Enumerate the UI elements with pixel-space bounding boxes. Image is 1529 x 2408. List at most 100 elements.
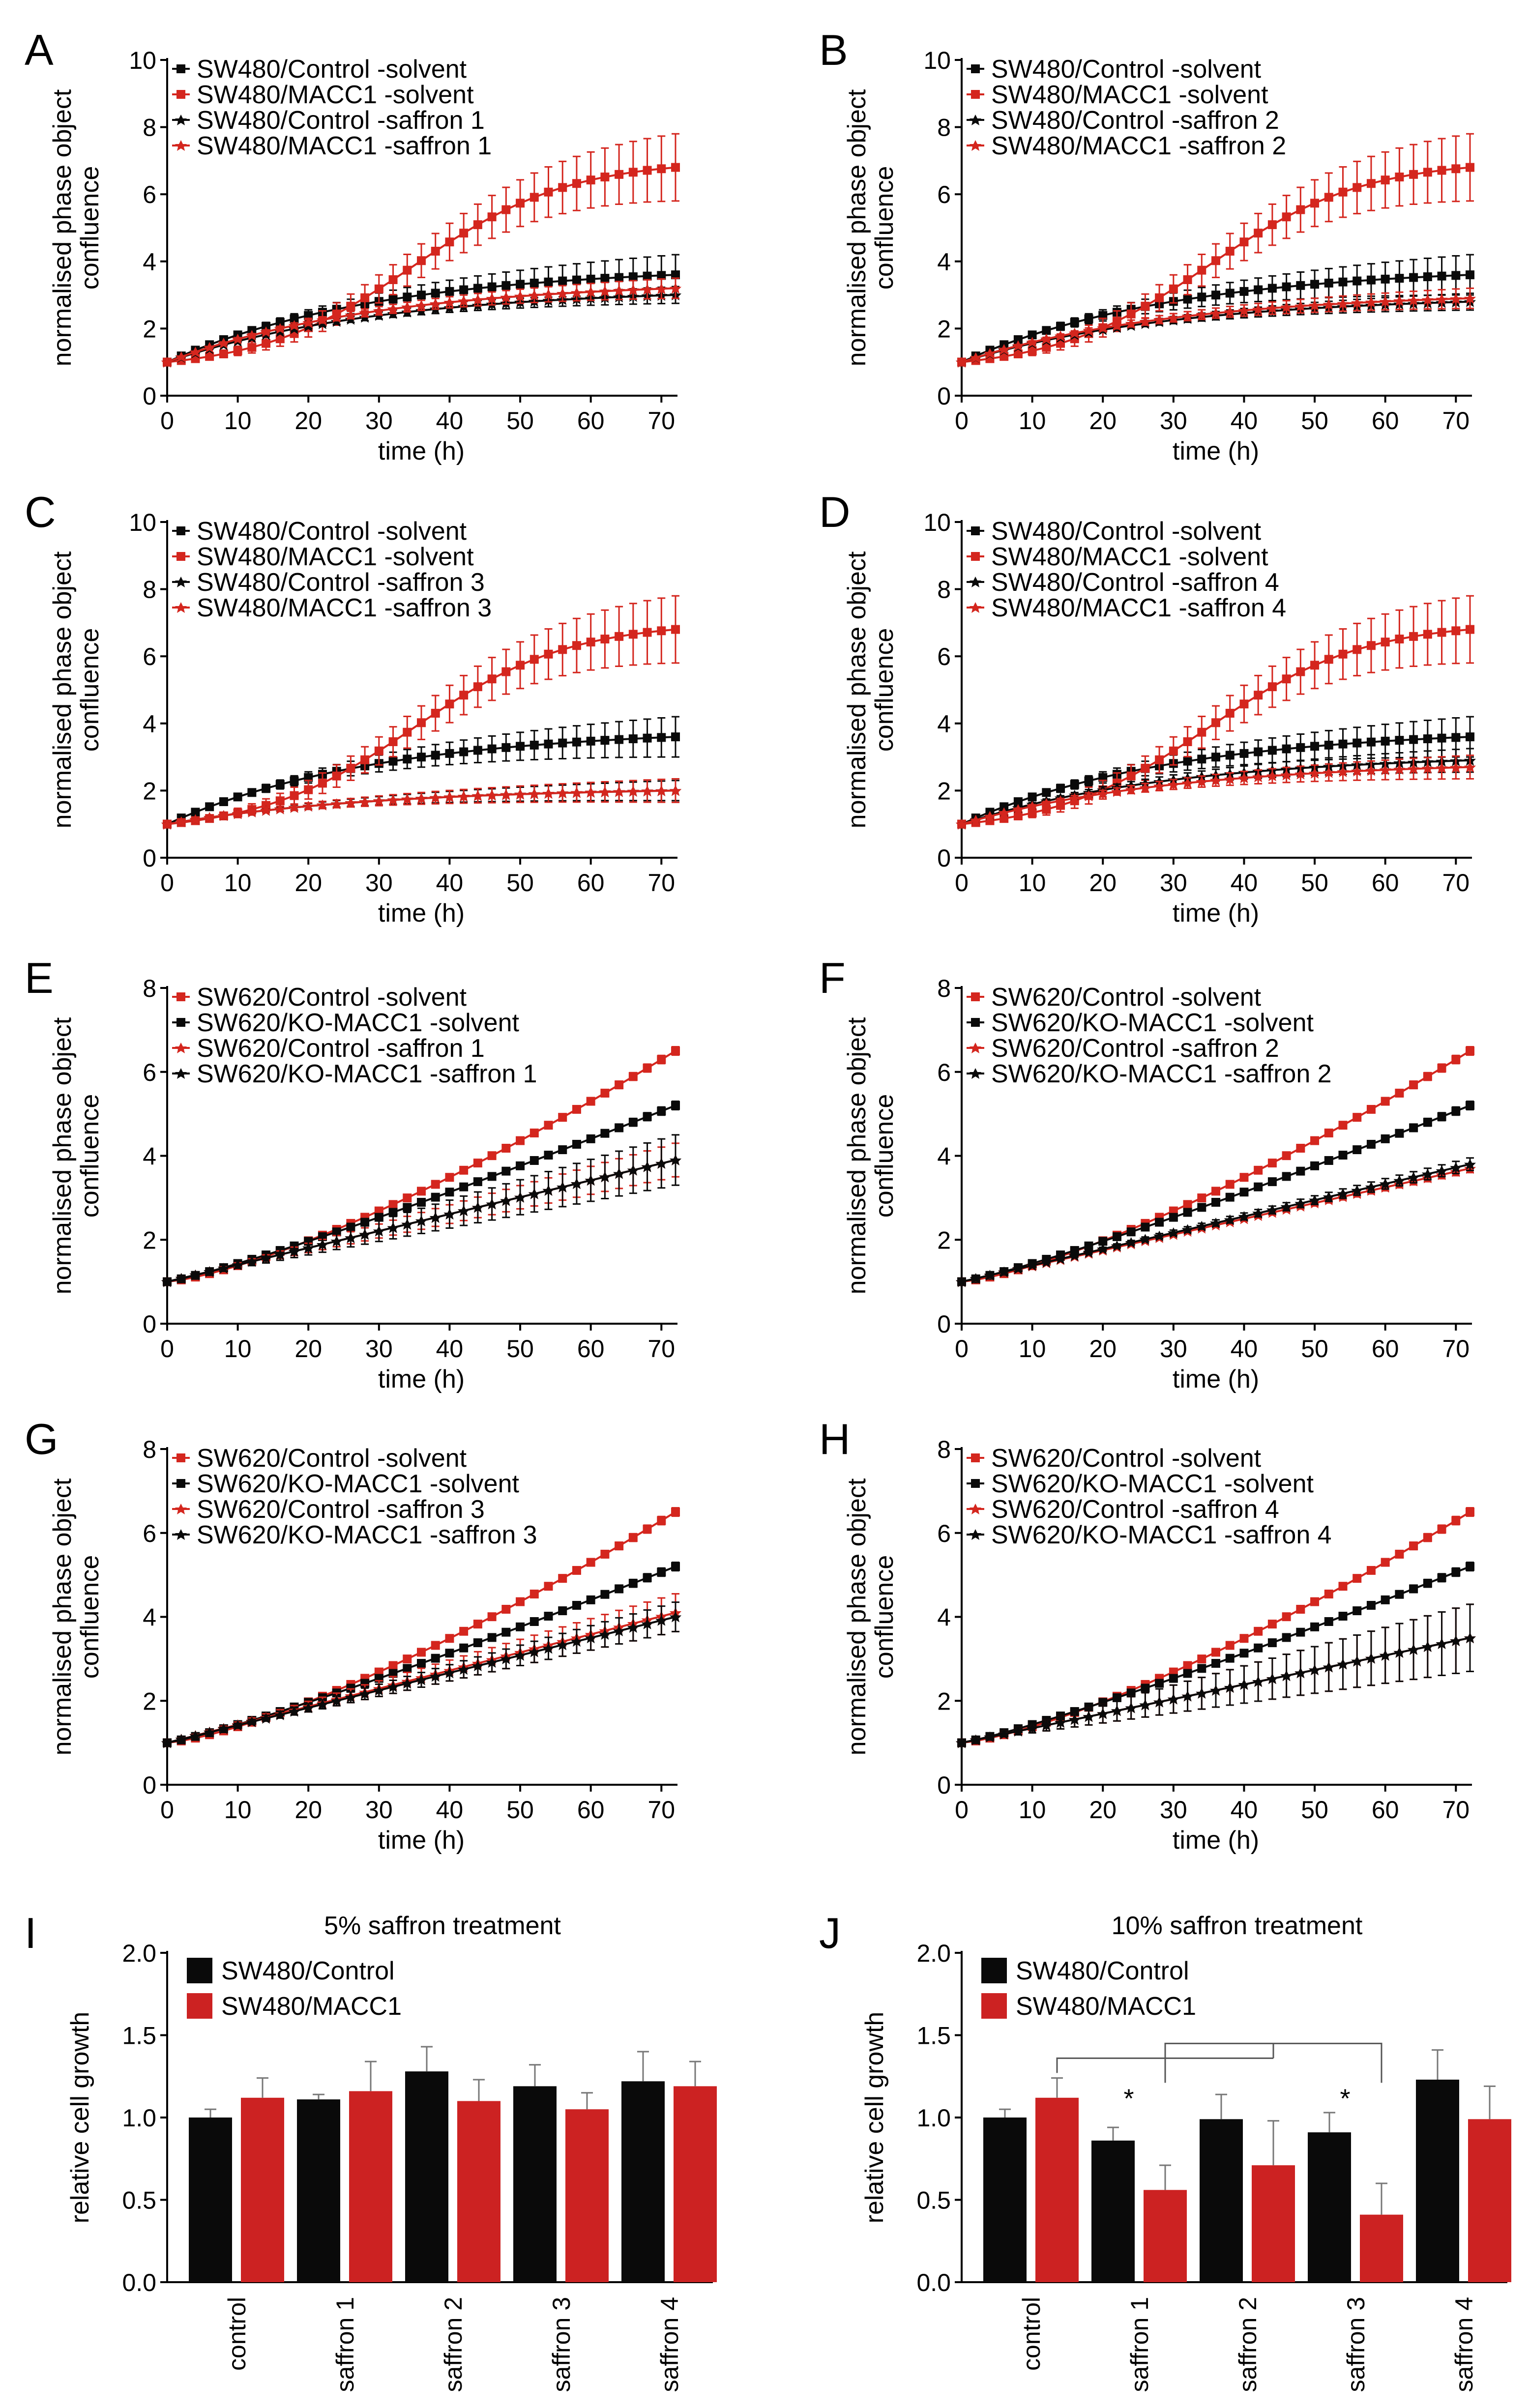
data-point [600, 1590, 610, 1599]
x-tick-label: 0 [160, 1335, 174, 1363]
data-point [600, 736, 610, 745]
data-point [1421, 294, 1434, 305]
data-point [544, 739, 553, 749]
data-point [615, 632, 624, 641]
data-point [1040, 798, 1053, 809]
data-point [557, 1182, 569, 1193]
y-tick-label: 0 [143, 844, 156, 872]
data-point [671, 1508, 680, 1517]
data-point [1183, 756, 1192, 766]
data-point [1436, 1165, 1448, 1176]
data-point [403, 292, 412, 302]
data-point [1197, 1203, 1206, 1212]
y-tick-label: 10 [129, 47, 156, 74]
data-point [1353, 276, 1362, 286]
data-point [403, 727, 412, 737]
data-point [1238, 1211, 1250, 1222]
data-point [429, 298, 441, 310]
data-point [586, 175, 595, 185]
data-point [655, 785, 668, 796]
panel-letter: D [819, 488, 851, 536]
data-point [528, 290, 540, 301]
data-point [643, 628, 652, 637]
data-point [558, 1606, 567, 1616]
data-point [1153, 1230, 1166, 1242]
data-point [1338, 1151, 1348, 1160]
data-point [458, 295, 470, 307]
data-point [345, 797, 357, 809]
data-point [1294, 300, 1307, 312]
y-tick-label: 6 [143, 1520, 156, 1547]
legend-marker [970, 1068, 981, 1079]
x-tick-label: 40 [436, 869, 464, 897]
data-point [445, 749, 454, 758]
legend-marker [176, 64, 185, 73]
data-point [359, 307, 371, 319]
data-point [1466, 1046, 1474, 1056]
data-point [473, 284, 482, 293]
data-point [501, 667, 511, 676]
data-point [205, 802, 214, 812]
data-point [417, 290, 426, 300]
legend-marker [970, 1043, 981, 1053]
data-point [473, 220, 482, 230]
data-point [984, 811, 996, 822]
y-tick-label: 10 [923, 47, 951, 74]
data-point [956, 1276, 968, 1287]
legend-item: SW480/MACC1 -saffron 4 [967, 594, 1286, 622]
data-point [572, 1600, 581, 1610]
legend-marker [176, 552, 185, 561]
data-point [1353, 738, 1362, 748]
x-tick-label: 70 [647, 1335, 675, 1363]
data-point [415, 793, 427, 804]
data-point [1167, 779, 1179, 790]
data-point [1252, 771, 1264, 783]
data-point [643, 1063, 652, 1073]
data-point [1395, 736, 1404, 745]
data-point [487, 674, 497, 684]
x-tick-label: 60 [577, 1796, 605, 1824]
data-point [1141, 1222, 1150, 1232]
data-point [643, 166, 652, 175]
data-point [516, 199, 525, 208]
x-tick-label: 10 [224, 869, 252, 897]
data-point [1437, 628, 1446, 637]
data-point [1296, 667, 1305, 676]
data-point [1239, 749, 1249, 758]
data-point [458, 1205, 470, 1217]
data-point [262, 783, 271, 793]
legend-item: SW620/KO-MACC1 -saffron 2 [967, 1060, 1332, 1088]
data-point [1408, 294, 1420, 306]
data-point [615, 1584, 624, 1594]
data-point [628, 272, 638, 282]
data-point [302, 320, 315, 332]
data-point [1464, 1159, 1476, 1170]
data-point [204, 812, 216, 823]
data-point [586, 1134, 595, 1143]
x-tick-label: 40 [436, 1335, 464, 1363]
data-point [1395, 173, 1404, 182]
data-point [586, 736, 595, 746]
data-point [1252, 304, 1264, 315]
data-point [514, 1191, 527, 1203]
x-tick-label: 60 [1372, 869, 1399, 897]
data-point [1042, 326, 1051, 335]
legend-item: SW480/Control -solvent [967, 517, 1262, 546]
data-point [274, 803, 286, 814]
legend-marker [175, 140, 187, 151]
y-tick-label: 8 [143, 114, 156, 142]
data-point [613, 285, 625, 296]
y-tick-label: 2 [143, 315, 156, 343]
legend-label: SW480/Control -saffron 4 [991, 568, 1279, 597]
data-point [359, 796, 371, 808]
data-point [1282, 1151, 1291, 1160]
panel-letter: F [819, 954, 846, 1002]
x-tick-label: 50 [506, 407, 534, 435]
data-point [572, 641, 581, 650]
data-point [1098, 311, 1108, 320]
x-tick-label: 40 [1231, 407, 1258, 435]
data-point [1225, 289, 1235, 298]
x-tick-label: 50 [1301, 407, 1328, 435]
data-point [1323, 1191, 1335, 1202]
data-point [1139, 1234, 1151, 1245]
